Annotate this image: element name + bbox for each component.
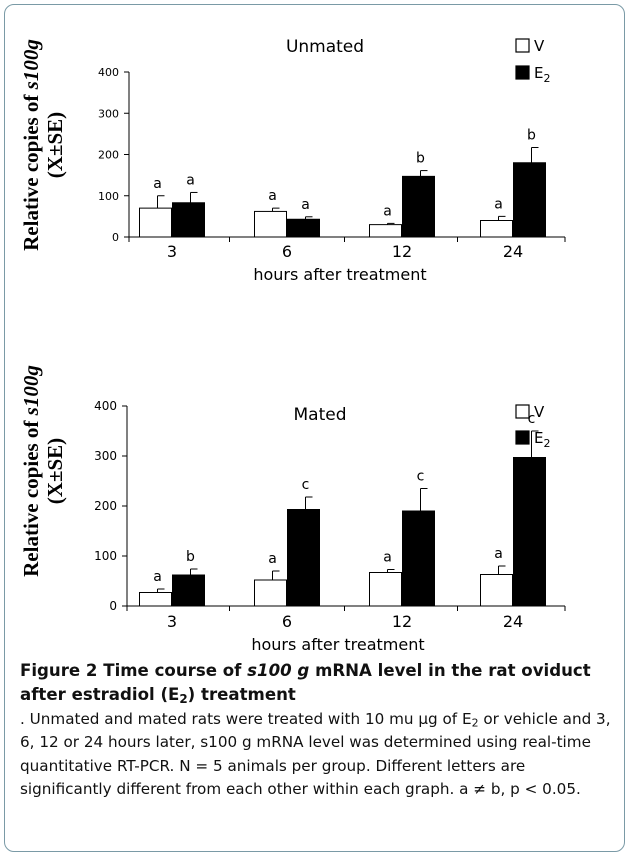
significance-letter: c [302, 477, 310, 493]
x-tick-label: 24 [503, 612, 523, 631]
y-tick-label: 100 [94, 549, 117, 563]
bar-e2-3 [172, 202, 205, 238]
y-axis-label-line1: Relative copies of s100g [19, 365, 43, 577]
y-tick-label: 0 [109, 599, 117, 613]
significance-letter: a [268, 188, 277, 204]
significance-letter: a [383, 203, 392, 219]
caption-label: Figure 2 [20, 661, 98, 680]
legend-label-e2: E2 [534, 429, 550, 450]
x-tick-label: 3 [167, 242, 177, 261]
bar-v-3 [139, 592, 172, 607]
x-tick-label: 3 [167, 612, 177, 631]
bar-e2-3 [172, 574, 205, 607]
legend-label-v: V [534, 37, 545, 55]
significance-letter: b [416, 151, 425, 167]
figure-caption: Figure 2 Time course of s100 g mRNA leve… [20, 659, 620, 801]
legend-swatch-e2 [515, 65, 530, 80]
chart-mated: Relative copies of s100g (X±SE) Mated ho… [19, 365, 566, 654]
bar-v-12 [369, 572, 402, 607]
x-tick-label: 24 [503, 242, 523, 261]
bar-v-3 [139, 207, 172, 238]
bar-e2-12 [402, 510, 435, 607]
significance-letter: a [301, 197, 310, 213]
caption-heading: Figure 2 Time course of s100 g mRNA leve… [20, 661, 591, 706]
x-axis-title: hours after treatment [253, 265, 426, 284]
y-tick-label: 200 [94, 499, 117, 513]
bar-v-24 [480, 574, 513, 607]
x-axis-title: hours after treatment [251, 635, 424, 654]
figure-frame [4, 4, 625, 852]
caption-body: . Unmated and mated rats were treated wi… [20, 710, 611, 798]
bar-e2-6 [287, 218, 320, 238]
bar-v-6 [254, 210, 287, 238]
significance-letter: a [186, 172, 195, 188]
bar-v-6 [254, 579, 287, 607]
y-tick-label: 200 [98, 149, 119, 162]
legend-swatch-e2 [515, 430, 530, 445]
y-axis-label-line1: Relative copies of s100g [19, 39, 43, 251]
significance-letter: c [528, 411, 536, 427]
bar-e2-24 [513, 162, 546, 238]
x-tick-label: 6 [282, 612, 292, 631]
y-axis-label-line2: (X±SE) [43, 112, 67, 178]
bar-e2-6 [287, 509, 320, 607]
bar-e2-12 [402, 175, 435, 238]
legend-swatch-v [515, 404, 530, 419]
y-axis-label-line2: (X±SE) [43, 438, 67, 504]
significance-letter: b [186, 549, 195, 565]
chart-unmated: Relative copies of s100g (X±SE) Unmated … [19, 37, 566, 284]
significance-letter: a [153, 569, 162, 585]
legend-swatch-v [515, 38, 530, 53]
y-tick-label: 300 [94, 449, 117, 463]
legend-label-e2: E2 [534, 64, 550, 85]
x-tick-label: 12 [392, 242, 412, 261]
y-tick-label: 400 [94, 399, 117, 413]
significance-letter: b [527, 127, 536, 143]
bar-v-12 [369, 224, 402, 238]
significance-letter: c [417, 469, 425, 485]
chart-title: Unmated [286, 37, 364, 57]
significance-letter: a [494, 546, 503, 562]
y-tick-label: 0 [112, 231, 119, 244]
y-tick-label: 400 [98, 66, 119, 79]
x-tick-label: 12 [392, 612, 412, 631]
significance-letter: a [383, 550, 392, 566]
chart-title: Mated [293, 405, 346, 425]
y-tick-label: 300 [98, 107, 119, 120]
x-tick-label: 6 [282, 242, 292, 261]
significance-letter: a [153, 176, 162, 192]
significance-letter: a [268, 551, 277, 567]
significance-letter: a [494, 196, 503, 212]
bar-v-24 [480, 220, 513, 238]
y-tick-label: 100 [98, 190, 119, 203]
legend-label-v: V [534, 403, 545, 421]
bar-e2-24 [513, 457, 546, 607]
